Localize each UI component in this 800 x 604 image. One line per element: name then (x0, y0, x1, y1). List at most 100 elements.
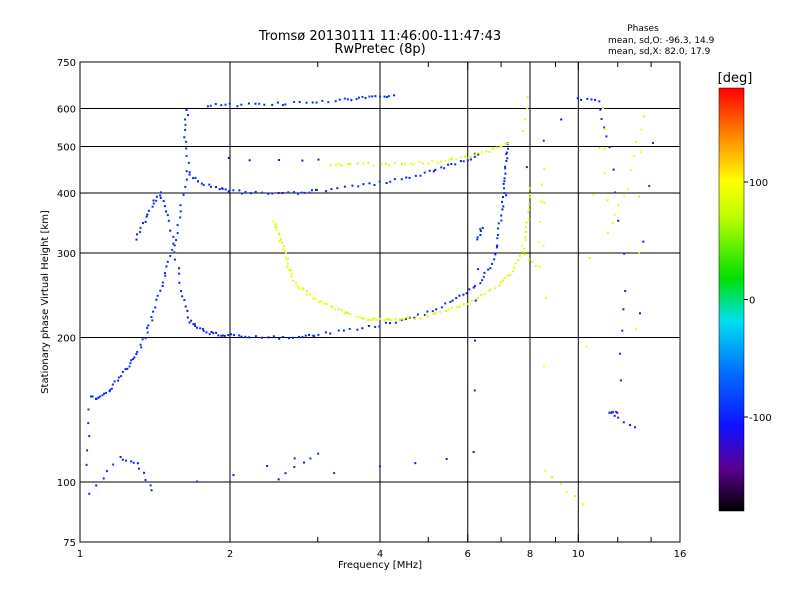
data-point (86, 449, 89, 452)
data-point (169, 254, 172, 257)
data-point (476, 297, 479, 300)
data-point (540, 200, 543, 203)
data-point (529, 187, 532, 190)
data-point (493, 258, 496, 261)
data-point (635, 141, 638, 144)
data-point (475, 298, 478, 301)
data-point (479, 229, 482, 232)
data-point (156, 294, 159, 297)
data-point (527, 203, 530, 206)
data-point (479, 282, 482, 285)
data-point (380, 162, 383, 165)
data-point (412, 163, 415, 166)
data-point (121, 458, 124, 461)
data-point (408, 176, 411, 179)
data-point (523, 253, 526, 256)
data-point (321, 99, 324, 102)
y-tick-label: 200 (57, 334, 76, 345)
data-point (248, 336, 251, 339)
y-tick-label: 750 (57, 58, 76, 69)
data-point (638, 251, 641, 254)
data-point (247, 102, 250, 105)
data-point (445, 457, 448, 460)
data-point (524, 236, 527, 239)
data-point (623, 252, 626, 255)
data-point (601, 107, 604, 110)
data-point (293, 466, 296, 469)
data-point (608, 411, 611, 414)
data-point (462, 160, 465, 163)
data-point (513, 266, 516, 269)
data-point (138, 231, 141, 234)
data-point (112, 463, 115, 466)
data-point (474, 299, 477, 302)
data-point (487, 268, 490, 271)
data-point (261, 191, 264, 194)
data-point (159, 194, 162, 197)
data-point (394, 161, 397, 164)
data-point (498, 284, 501, 287)
x-tick-label: 8 (527, 549, 533, 560)
data-point (499, 145, 502, 148)
data-point (197, 180, 200, 183)
data-point (311, 297, 314, 300)
data-point (371, 318, 374, 321)
data-point (526, 96, 529, 99)
data-point (183, 299, 186, 302)
data-point (633, 155, 636, 158)
data-point (624, 289, 627, 292)
data-point (414, 462, 417, 465)
data-point (361, 327, 364, 330)
data-point (278, 239, 281, 242)
data-point (98, 395, 101, 398)
data-point (184, 118, 187, 121)
data-point (413, 316, 416, 319)
data-point (323, 302, 326, 305)
data-point (516, 259, 519, 262)
data-point (224, 103, 227, 106)
data-point (167, 219, 170, 222)
data-point (274, 223, 277, 226)
data-point (320, 300, 323, 303)
data-point (423, 313, 426, 316)
data-point (175, 239, 178, 242)
data-point (514, 262, 517, 265)
data-point (622, 308, 625, 311)
data-point (218, 188, 221, 191)
data-point (374, 95, 377, 98)
data-point (284, 103, 287, 106)
data-point (232, 189, 235, 192)
data-point (588, 257, 591, 260)
data-point (186, 114, 189, 117)
data-point (364, 97, 367, 100)
data-point (278, 159, 281, 162)
data-point (455, 158, 458, 161)
data-point (301, 335, 304, 338)
data-point (87, 422, 90, 425)
data-point (603, 147, 606, 150)
data-point (611, 222, 614, 225)
data-point (87, 408, 90, 411)
data-point (481, 279, 484, 282)
data-point (155, 195, 158, 198)
data-point (146, 213, 149, 216)
data-point (346, 98, 349, 101)
data-point (161, 281, 164, 284)
data-point (525, 221, 528, 224)
data-point (383, 95, 386, 98)
data-point (97, 396, 100, 399)
data-point (434, 312, 437, 315)
x-tick-label: 6 (465, 549, 471, 560)
data-point (474, 153, 477, 156)
data-point (287, 191, 290, 194)
data-point (530, 260, 533, 263)
data-point (325, 190, 328, 193)
data-point (133, 356, 136, 359)
data-point (171, 249, 174, 252)
data-point (155, 298, 158, 301)
data-point (518, 254, 521, 257)
data-point (466, 302, 469, 305)
data-point (233, 334, 236, 337)
data-point (166, 260, 169, 263)
data-point (444, 159, 447, 162)
